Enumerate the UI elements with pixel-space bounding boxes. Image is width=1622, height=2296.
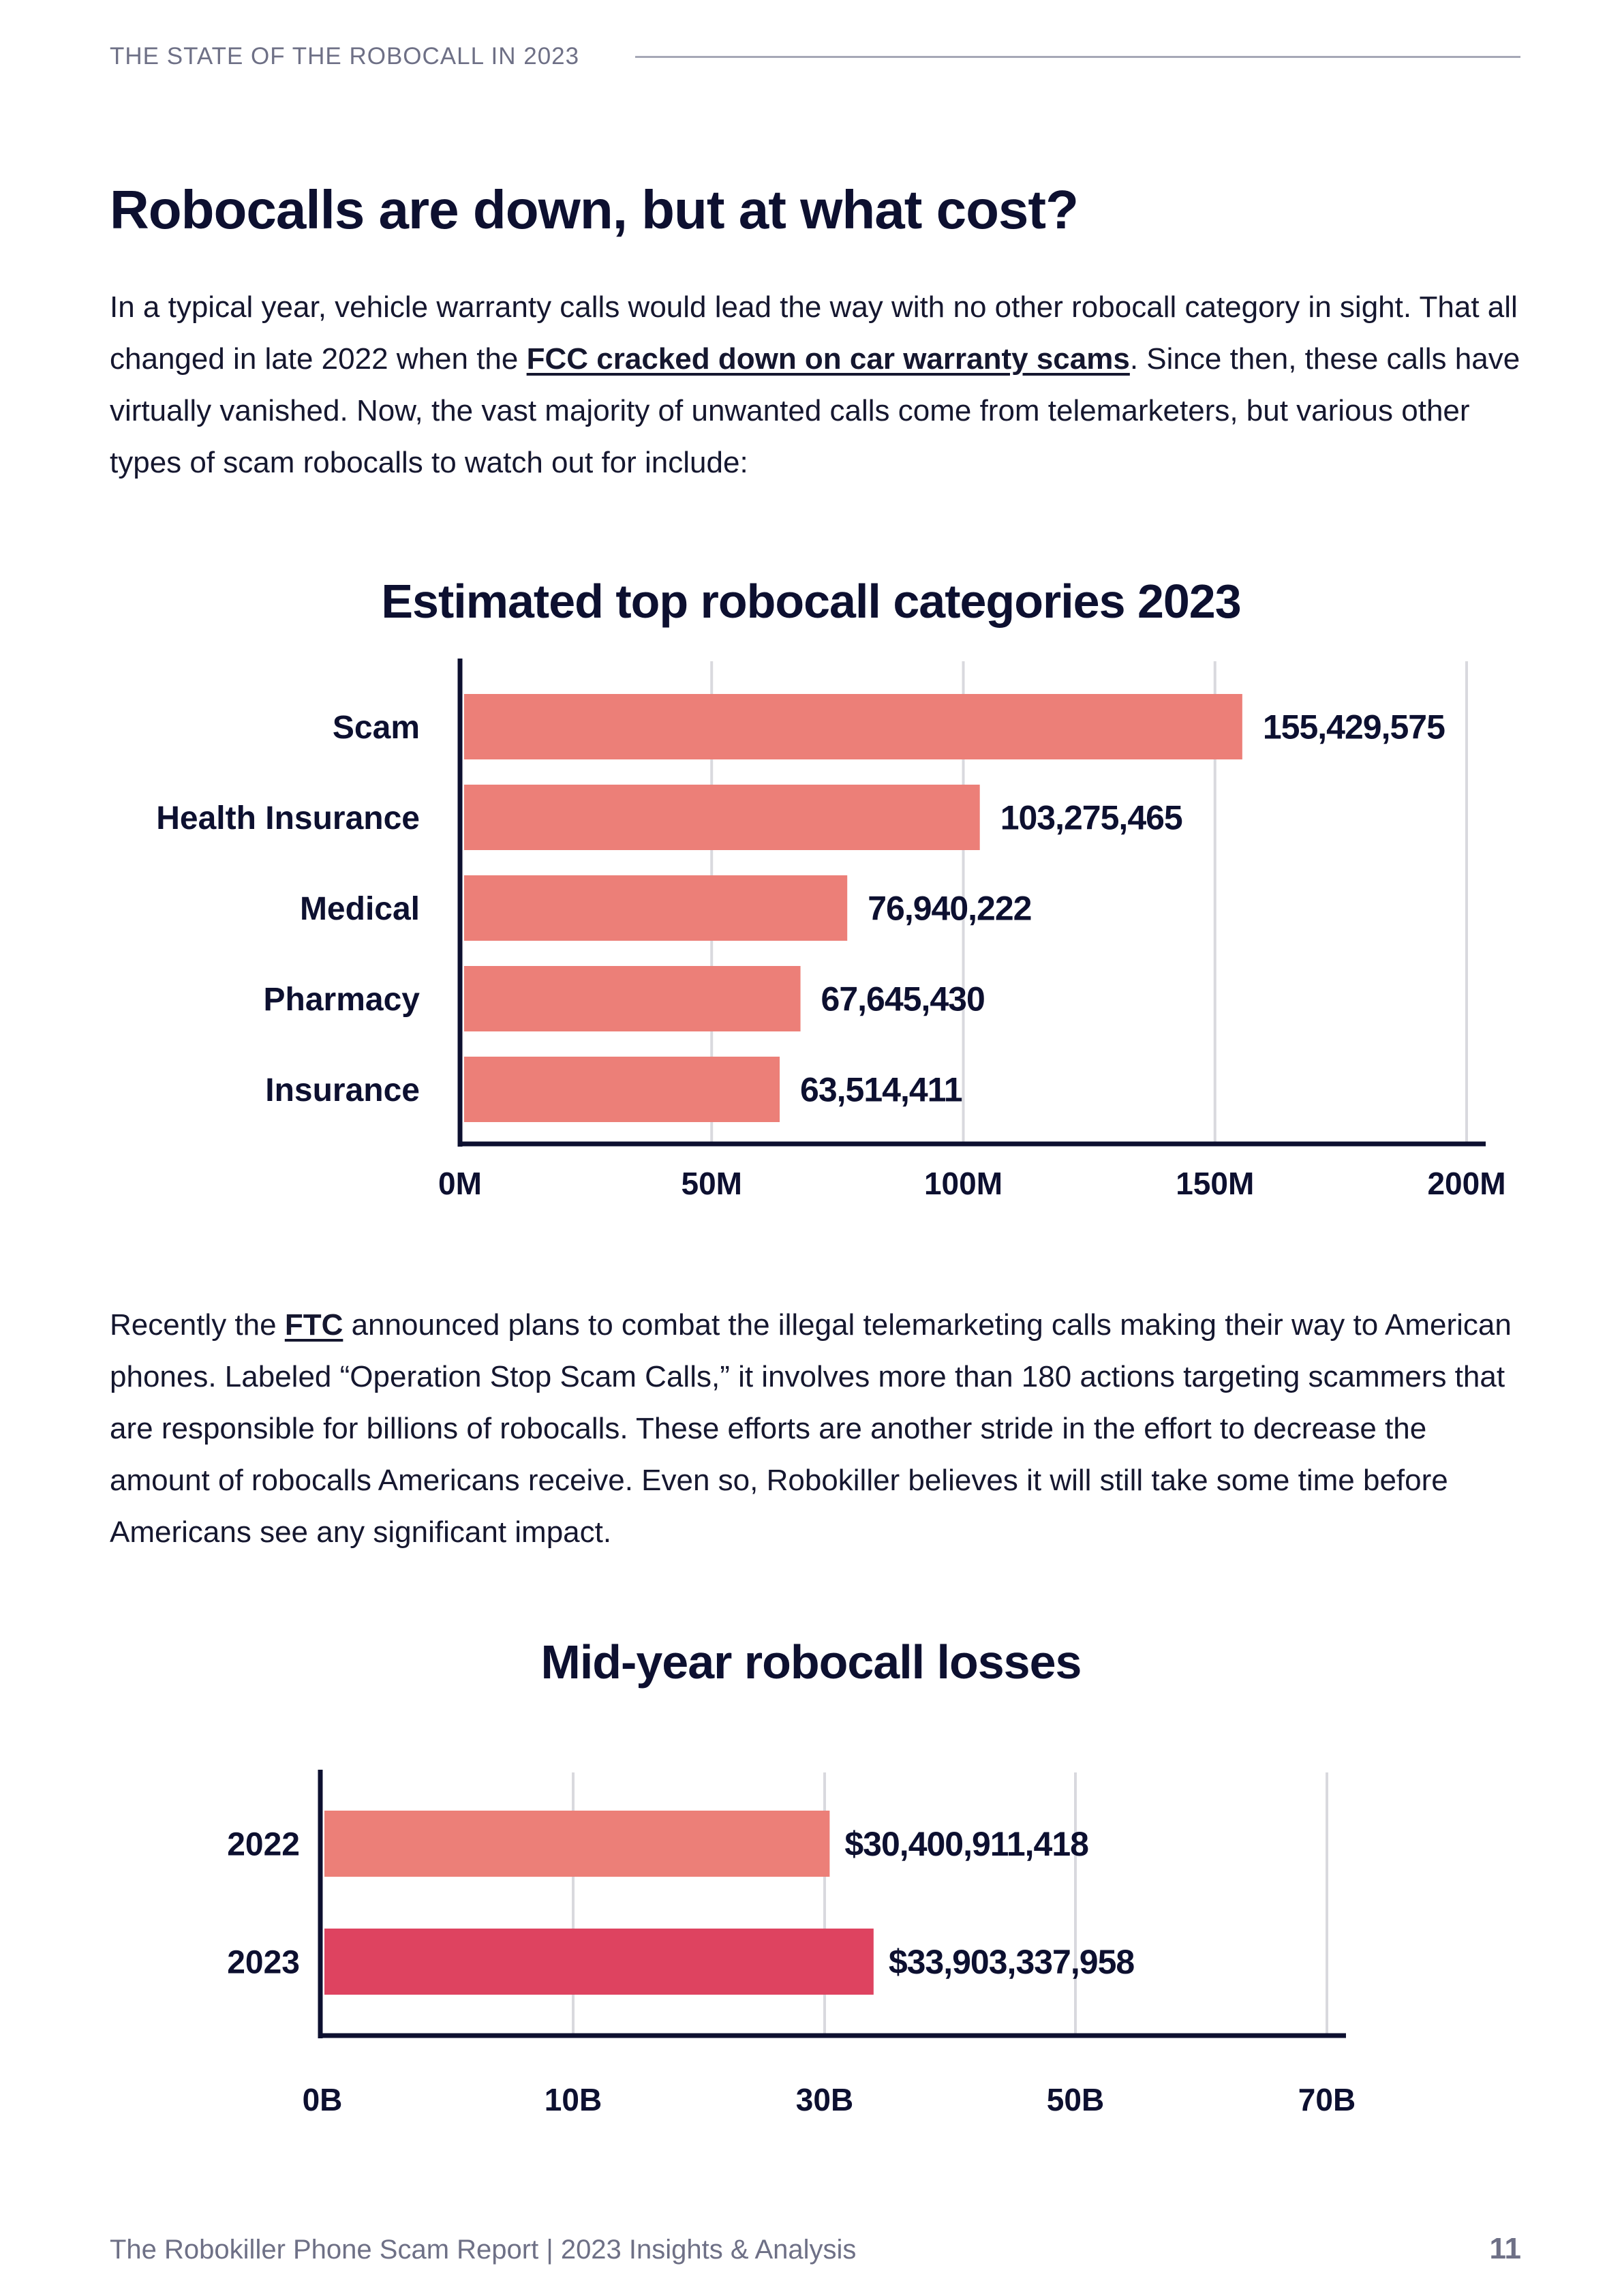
page-title: Robocalls are down, but at what cost?: [110, 179, 1079, 240]
category-label: Health Insurance: [156, 800, 420, 836]
value-label: 103,275,465: [1000, 799, 1182, 837]
page-number: 11: [1489, 2232, 1521, 2265]
bar-insurance: [464, 1057, 780, 1122]
chart-title-losses: Mid-year robocall losses: [540, 1635, 1082, 1689]
category-label: Insurance: [265, 1072, 420, 1108]
header-rule: [635, 55, 1520, 58]
value-label: 63,514,411: [800, 1071, 962, 1109]
bar-scam: [464, 694, 1242, 759]
value-label: 67,645,430: [821, 980, 985, 1018]
category-label: Medical: [300, 891, 420, 927]
value-label: $30,400,911,418: [844, 1825, 1088, 1863]
x-tick-label: 10B: [545, 2082, 602, 2117]
value-label: 76,940,222: [868, 890, 1031, 928]
fcc-link[interactable]: FCC cracked down on car warranty scams: [526, 342, 1130, 376]
intro-paragraph: In a typical year, vehicle warranty call…: [110, 282, 1527, 489]
intro-text-before: In a typical year, vehicle warranty call…: [110, 290, 1518, 376]
ftc-link[interactable]: FTC: [284, 1308, 343, 1342]
x-tick-label: 100M: [924, 1166, 1003, 1201]
intro-text-after: . Since then, these calls have virtually…: [110, 342, 1520, 479]
x-tick-label: 0B: [303, 2082, 343, 2117]
header-label: THE STATE OF THE ROBOCALL IN 2023: [110, 43, 580, 70]
running-header: THE STATE OF THE ROBOCALL IN 2023: [110, 40, 1520, 74]
bar-2023: [324, 1929, 874, 1995]
bar-medical: [464, 875, 848, 941]
category-label: Scam: [333, 710, 420, 746]
category-label: 2022: [227, 1826, 300, 1862]
ftc-text-after: announced plans to combat the illegal te…: [110, 1308, 1512, 1549]
ftc-paragraph: Recently the FTC announced plans to comb…: [110, 1299, 1527, 1558]
value-label: $33,903,337,958: [889, 1943, 1135, 1981]
x-tick-label: 30B: [796, 2082, 853, 2117]
footer-text: The Robokiller Phone Scam Report | 2023 …: [110, 2235, 857, 2265]
x-tick-label: 150M: [1176, 1166, 1254, 1201]
category-label: Pharmacy: [264, 982, 420, 1018]
x-tick-label: 70B: [1298, 2082, 1356, 2117]
x-tick-label: 50M: [682, 1166, 742, 1201]
bar-2022: [324, 1811, 830, 1877]
x-tick-label: 0M: [438, 1166, 482, 1201]
category-label: 2023: [227, 1944, 300, 1980]
x-tick-label: 50B: [1047, 2082, 1104, 2117]
bar-pharmacy: [464, 966, 801, 1031]
value-label: 155,429,575: [1263, 708, 1445, 746]
ftc-text-before: Recently the: [110, 1308, 285, 1342]
bar-health-insurance: [464, 785, 980, 850]
chart-title-categories: Estimated top robocall categories 2023: [381, 575, 1241, 628]
x-tick-label: 200M: [1427, 1166, 1505, 1201]
